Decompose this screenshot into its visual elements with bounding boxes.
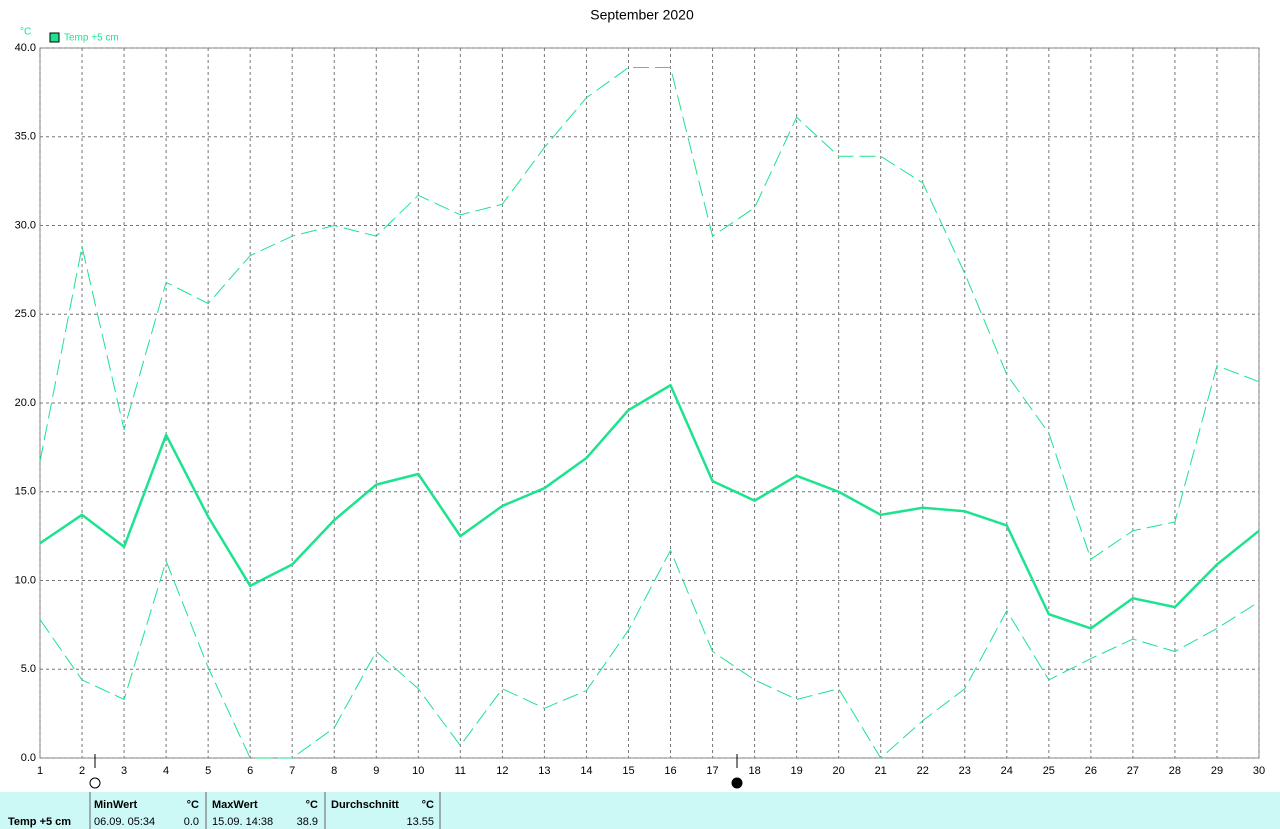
x-tick-label: 29 — [1211, 765, 1223, 777]
x-tick-label: 24 — [1001, 765, 1013, 777]
x-tick-label: 28 — [1169, 765, 1181, 777]
x-tick-label: 12 — [496, 765, 508, 777]
stats-value: 38.9 — [297, 816, 318, 828]
x-tick-label: 1 — [37, 765, 43, 777]
moon-icon — [89, 777, 101, 789]
stats-unit: °C — [422, 799, 434, 811]
x-tick-label: 11 — [455, 765, 466, 777]
series-line — [39, 67, 1260, 560]
x-tick-label: 15 — [622, 765, 634, 777]
stats-unit: °C — [187, 799, 199, 811]
x-tick-label: 23 — [959, 765, 971, 777]
stats-label: Temp +5 cm — [8, 816, 71, 828]
x-tick-label: 22 — [917, 765, 929, 777]
x-tick-label: 14 — [580, 765, 592, 777]
series-line — [39, 549, 1260, 759]
legend-label: Temp +5 cm — [64, 33, 119, 44]
x-tick-label: 10 — [412, 765, 424, 777]
stats-header: MaxWert — [212, 799, 258, 811]
y-tick-label: 30.0 — [15, 219, 36, 231]
x-tick-label: 8 — [331, 765, 337, 777]
x-tick-label: 30 — [1253, 765, 1265, 777]
stats-table: Temp +5 cm MinWert °C 06.09. 05:34 0.0 M… — [0, 792, 1280, 829]
x-tick-label: 3 — [121, 765, 127, 777]
stats-value: 0.0 — [184, 816, 199, 828]
stats-bg — [0, 792, 1280, 829]
x-tick-label: 26 — [1085, 765, 1097, 777]
moon-icon — [731, 777, 743, 789]
stats-unit: °C — [306, 799, 318, 811]
x-tick-label: 18 — [748, 765, 760, 777]
y-tick-label: 0.0 — [21, 752, 36, 764]
x-tick-label: 21 — [875, 765, 887, 777]
x-tick-label: 4 — [163, 765, 169, 777]
x-tick-label: 19 — [790, 765, 802, 777]
y-tick-label: 35.0 — [15, 131, 36, 143]
plot — [39, 47, 1260, 759]
x-tick-label: 25 — [1043, 765, 1055, 777]
y-tick-label: 20.0 — [15, 397, 36, 409]
x-tick-label: 2 — [79, 765, 85, 777]
x-tick-label: 17 — [706, 765, 718, 777]
x-tick-label: 9 — [373, 765, 379, 777]
stats-time: 15.09. 14:38 — [212, 816, 273, 828]
stats-header: MinWert — [94, 799, 138, 811]
legend-swatch — [49, 32, 60, 43]
x-tick-label: 20 — [833, 765, 845, 777]
y-tick-label: 25.0 — [15, 308, 36, 320]
x-tick-label: 6 — [247, 765, 253, 777]
stats-value: 13.55 — [406, 816, 434, 828]
x-tick-label: 16 — [664, 765, 676, 777]
y-tick-label: 15.0 — [15, 486, 36, 498]
y-tick-label: 40.0 — [15, 42, 36, 54]
x-tick-label: 5 — [205, 765, 211, 777]
stats-header: Durchschnitt — [331, 799, 399, 811]
y-tick-label: 10.0 — [15, 574, 36, 586]
chart-title: September 2020 — [590, 7, 694, 23]
x-tick-label: 13 — [538, 765, 550, 777]
x-tick-label: 27 — [1127, 765, 1139, 777]
y-unit: °C — [20, 27, 31, 38]
stats-time: 06.09. 05:34 — [94, 816, 155, 828]
x-tick-label: 7 — [289, 765, 295, 777]
y-tick-label: 5.0 — [21, 663, 36, 675]
series-line — [39, 384, 1260, 630]
